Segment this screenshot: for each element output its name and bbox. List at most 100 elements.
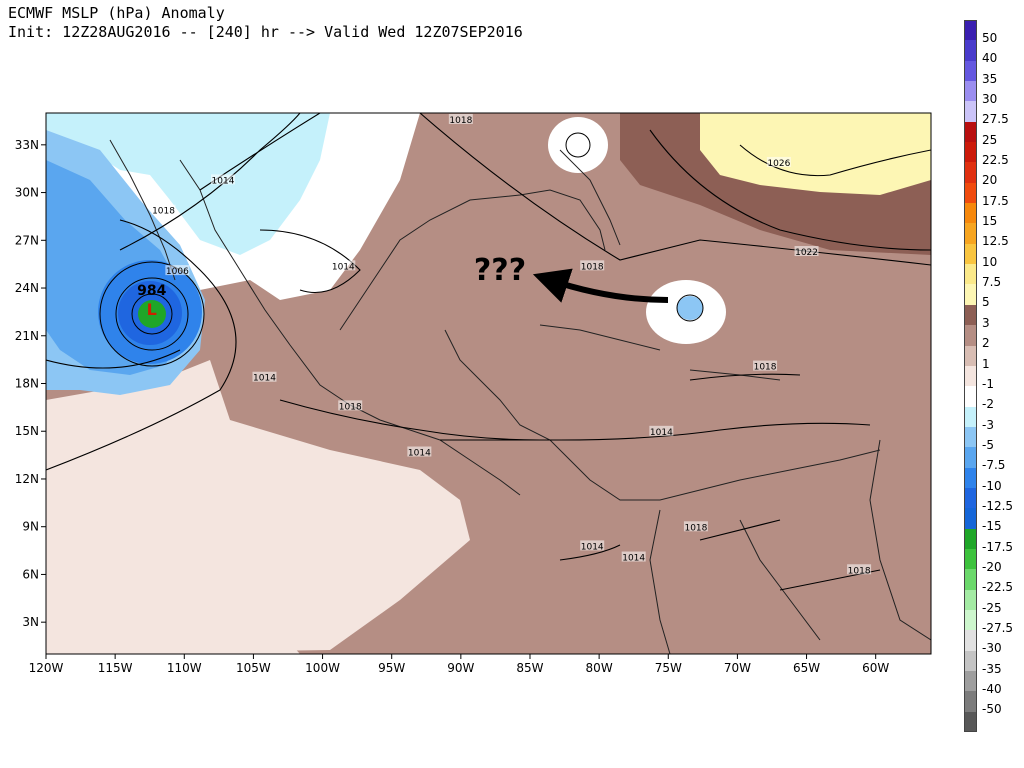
legend-entry <box>964 711 1024 733</box>
longitude-tick-label: 105W <box>236 661 271 675</box>
legend-label: 40 <box>982 51 998 66</box>
low-isobar-ring-mid <box>115 277 189 351</box>
anomaly-field <box>46 113 931 654</box>
legend-swatch <box>964 182 977 204</box>
isobar-label-background <box>847 564 872 575</box>
legend-entry: -12.5 <box>964 487 1024 513</box>
longitude-tick-label: 120W <box>29 661 64 675</box>
legend-entry: 7.5 <box>964 264 1024 289</box>
isobar-label: 1014 <box>253 374 276 384</box>
curved-left-arrow-icon <box>532 268 669 303</box>
legend-label: -15 <box>982 519 1002 534</box>
isobar-label-background <box>753 360 778 371</box>
legend-entry: -22.5 <box>964 569 1024 594</box>
legend-entry: -30 <box>964 630 1024 655</box>
legend-entry: -25 <box>964 589 1024 615</box>
isobar-label-background <box>252 371 277 382</box>
legend-swatch <box>964 467 977 488</box>
isobar-label: 1018 <box>339 402 362 412</box>
isobar-label: 1014 <box>622 554 645 564</box>
legend-swatch <box>964 528 977 549</box>
legend-swatch <box>964 487 977 509</box>
legend-label: -10 <box>982 478 1002 493</box>
legend-label: 3 <box>982 315 990 330</box>
latitude-tick-label: 24N <box>15 281 39 295</box>
legend-label: -5 <box>982 437 994 452</box>
legend-swatch <box>964 386 977 407</box>
isobar-label: 1018 <box>848 566 871 576</box>
legend-label: 12.5 <box>982 234 1009 249</box>
legend-entry: 22.5 <box>964 142 1024 167</box>
legend-entry: -10 <box>964 467 1024 493</box>
legend-swatch <box>964 304 977 326</box>
legend-label: 5 <box>982 295 990 310</box>
longitude-tick-label: 95W <box>378 661 405 675</box>
isobar-label: 1018 <box>684 523 707 533</box>
disturbance-neg-region <box>677 296 703 320</box>
map-header: ECMWF MSLP (hPa) Anomaly Init: 12Z28AUG2… <box>8 4 523 42</box>
isobar-label-background <box>580 540 605 551</box>
latitude-tick-label: 30N <box>15 186 39 200</box>
legend-label: 15 <box>982 214 998 229</box>
latitude-tick-label: 15N <box>15 424 39 438</box>
isobar-lines <box>46 113 931 591</box>
legend-label: -30 <box>982 641 1002 656</box>
legend-swatch <box>964 284 977 305</box>
legend-label: -40 <box>982 682 1002 696</box>
isobar-label-background <box>621 551 646 562</box>
isobar-label-background <box>448 113 473 124</box>
legend-label: -22.5 <box>982 580 1014 595</box>
legend-label: 20 <box>982 173 998 188</box>
legend-entry: 1 <box>964 345 1024 371</box>
low-core-region <box>138 300 166 328</box>
isobar-label-background <box>683 521 708 532</box>
isobar-label: 1018 <box>152 207 175 217</box>
legend-label: 30 <box>982 92 998 107</box>
legend-entry: -3 <box>964 406 1024 432</box>
legend-swatch <box>964 142 977 163</box>
legend-label: 35 <box>982 71 998 86</box>
legend-label: 10 <box>982 254 998 269</box>
legend-entry: -7.5 <box>964 447 1024 472</box>
legend-swatch <box>964 264 977 285</box>
legend-swatch <box>964 569 977 590</box>
isobar-label: 1006 <box>166 267 189 277</box>
isobar-label-background <box>211 174 235 185</box>
legend-entry: -20 <box>964 548 1024 574</box>
isobar-label: 1022 <box>795 248 818 258</box>
latitude-tick-label: 18N <box>15 377 39 391</box>
legend-swatch <box>964 345 977 366</box>
legend-swatch <box>964 650 977 671</box>
legend-swatch <box>964 223 977 244</box>
isobar-label: 1014 <box>212 176 235 186</box>
low-pressure-value: 984 <box>137 283 166 299</box>
coastlines <box>109 139 931 654</box>
legend-swatch <box>964 101 977 122</box>
legend-label: 50 <box>982 31 998 45</box>
legend-swatch <box>964 365 977 387</box>
latitude-axis: 33N 30N 27N 24N 21N 18N 15N 12N 9N 6N 3N <box>15 138 46 629</box>
anomaly-region-pacific-light-2 <box>46 520 300 654</box>
legend-swatch <box>964 203 977 224</box>
legend-swatch <box>964 671 977 692</box>
longitude-axis: 120W 115W 110W 105W 100W 95W 90W 85W 80W 75W 70W 65… <box>29 654 889 675</box>
latitude-tick-label: 12N <box>15 472 39 486</box>
isobar-label-background <box>165 265 190 276</box>
legend-swatch <box>964 81 977 102</box>
latitude-tick-label: 3N <box>22 615 39 629</box>
isobar-label: 1018 <box>581 262 604 272</box>
longitude-tick-label: 65W <box>793 661 820 675</box>
legend-entry: 2 <box>964 325 1024 350</box>
legend-label: -20 <box>982 559 1002 574</box>
legend-label: 17.5 <box>982 193 1009 208</box>
legend-swatch <box>964 691 977 712</box>
legend-label: -12.5 <box>982 498 1014 513</box>
legend-swatch <box>964 711 977 733</box>
map-title: ECMWF MSLP (hPa) Anomaly <box>8 4 225 22</box>
southeast-isobar-ring <box>565 132 591 158</box>
isobar-label-background <box>407 446 432 457</box>
longitude-tick-label: 90W <box>447 661 474 675</box>
map-subtitle: Init: 12Z28AUG2016 -- [240] hr --> Valid… <box>8 23 523 41</box>
latitude-tick-label: 6N <box>22 567 39 581</box>
